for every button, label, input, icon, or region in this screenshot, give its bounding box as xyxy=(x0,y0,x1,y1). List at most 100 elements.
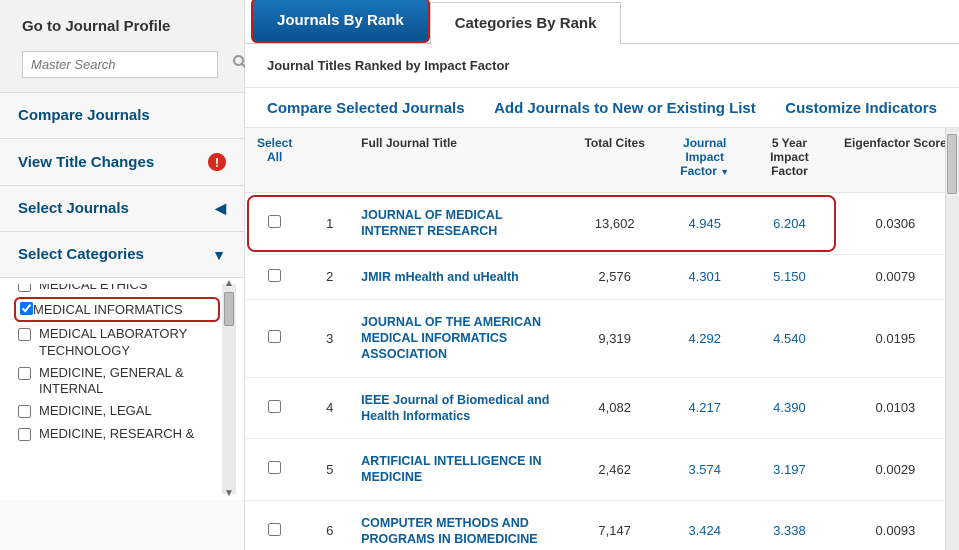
table-row: 4IEEE Journal of Biomedical and Health I… xyxy=(245,377,959,439)
sidebar-item-label: Select Categories xyxy=(18,246,144,263)
sidebar-item-select-journals[interactable]: Select Journals ◀ xyxy=(0,186,244,232)
category-label: MEDICINE, RESEARCH & xyxy=(39,426,194,442)
category-checkbox[interactable] xyxy=(18,428,31,441)
cell-rank: 5 xyxy=(304,439,355,501)
journals-table: Select All Full Journal Title Total Cite… xyxy=(245,128,959,550)
cell-jif5[interactable]: 6.204 xyxy=(747,193,832,255)
header-total-cites[interactable]: Total Cites xyxy=(567,128,662,193)
row-checkbox[interactable] xyxy=(268,400,281,413)
row-checkbox[interactable] xyxy=(268,330,281,343)
category-checkbox[interactable] xyxy=(20,302,33,315)
row-checkbox[interactable] xyxy=(268,523,281,536)
sort-desc-icon: ▼ xyxy=(720,167,729,177)
cell-total-cites: 4,082 xyxy=(567,377,662,439)
cell-total-cites: 9,319 xyxy=(567,299,662,377)
cell-journal-title[interactable]: ARTIFICIAL INTELLIGENCE IN MEDICINE xyxy=(355,439,567,501)
chevron-left-icon: ◀ xyxy=(215,200,226,217)
cell-total-cites: 2,462 xyxy=(567,439,662,501)
cell-jif[interactable]: 4.301 xyxy=(662,254,747,299)
header-jif5[interactable]: 5 Year Impact Factor xyxy=(747,128,832,193)
table-scrollbar[interactable] xyxy=(945,128,959,550)
cell-journal-title[interactable]: JOURNAL OF THE AMERICAN MEDICAL INFORMAT… xyxy=(355,299,567,377)
cell-rank: 2 xyxy=(304,254,355,299)
action-customize-indicators[interactable]: Customize Indicators xyxy=(785,100,937,117)
cell-jif5[interactable]: 3.197 xyxy=(747,439,832,501)
sidebar-item-label: View Title Changes xyxy=(18,154,154,171)
cell-journal-title[interactable]: COMPUTER METHODS AND PROGRAMS IN BIOMEDI… xyxy=(355,500,567,550)
row-checkbox[interactable] xyxy=(268,269,281,282)
search-input[interactable] xyxy=(22,51,218,78)
row-checkbox-cell xyxy=(245,254,304,299)
table-wrap: Select All Full Journal Title Total Cite… xyxy=(245,128,959,550)
category-checkbox[interactable] xyxy=(18,405,31,418)
row-checkbox-cell xyxy=(245,500,304,550)
action-add-to-list[interactable]: Add Journals to New or Existing List xyxy=(494,100,756,117)
search-row xyxy=(0,45,244,93)
header-eigen[interactable]: Eigenfactor Score xyxy=(832,128,959,193)
category-label: MEDICAL ETHICS xyxy=(39,284,148,293)
tab-journals-by-rank[interactable]: Journals By Rank xyxy=(251,0,430,43)
cell-jif5[interactable]: 4.390 xyxy=(747,377,832,439)
table-scrollbar-thumb[interactable] xyxy=(947,134,957,194)
tab-categories-by-rank[interactable]: Categories By Rank xyxy=(430,2,622,44)
row-checkbox[interactable] xyxy=(268,215,281,228)
cell-journal-title[interactable]: JMIR mHealth and uHealth xyxy=(355,254,567,299)
category-label: MEDICAL LABORATORY TECHNOLOGY xyxy=(39,326,218,359)
row-checkbox-cell xyxy=(245,193,304,255)
category-checkbox[interactable] xyxy=(18,367,31,380)
row-checkbox[interactable] xyxy=(268,461,281,474)
category-label: MEDICINE, GENERAL & INTERNAL xyxy=(39,365,218,398)
sidebar: Go to Journal Profile Compare Journals V… xyxy=(0,0,245,550)
category-label: MEDICAL INFORMATICS xyxy=(33,302,183,317)
cell-rank: 1 xyxy=(304,193,355,255)
sidebar-item-label: Compare Journals xyxy=(18,107,150,124)
cell-jif[interactable]: 4.217 xyxy=(662,377,747,439)
cell-eigen: 0.0029 xyxy=(832,439,959,501)
cell-jif[interactable]: 3.574 xyxy=(662,439,747,501)
sidebar-item-view-title-changes[interactable]: View Title Changes ! xyxy=(0,139,244,186)
category-label: MEDICINE, LEGAL xyxy=(39,403,152,419)
sidebar-item-select-categories[interactable]: Select Categories ▼ xyxy=(0,232,244,278)
sidebar-item-compare-journals[interactable]: Compare Journals xyxy=(0,93,244,139)
cell-jif[interactable]: 4.945 xyxy=(662,193,747,255)
category-row[interactable]: MEDICINE, RESEARCH & xyxy=(14,423,222,445)
row-checkbox-cell xyxy=(245,439,304,501)
category-row[interactable]: MEDICAL INFORMATICS xyxy=(14,297,220,322)
categories-list[interactable]: MEDICAL ETHICS MEDICAL INFORMATICS MEDICAL… xyxy=(14,284,236,494)
cell-eigen: 0.0195 xyxy=(832,299,959,377)
cell-jif5[interactable]: 4.540 xyxy=(747,299,832,377)
scrollbar-thumb[interactable] xyxy=(224,292,234,326)
row-checkbox-cell xyxy=(245,377,304,439)
table-row: 3JOURNAL OF THE AMERICAN MEDICAL INFORMA… xyxy=(245,299,959,377)
table-header-row: Select All Full Journal Title Total Cite… xyxy=(245,128,959,193)
action-bar: Compare Selected Journals Add Journals t… xyxy=(245,88,959,128)
category-checkbox[interactable] xyxy=(18,328,31,341)
header-title[interactable]: Full Journal Title xyxy=(355,128,567,193)
cell-jif5[interactable]: 3.338 xyxy=(747,500,832,550)
category-row[interactable]: MEDICAL ETHICS xyxy=(14,284,222,296)
scroll-down-icon[interactable]: ▼ xyxy=(223,488,235,500)
action-compare-selected[interactable]: Compare Selected Journals xyxy=(267,100,465,117)
table-row: 2JMIR mHealth and uHealth2,5764.3015.150… xyxy=(245,254,959,299)
cell-jif5[interactable]: 5.150 xyxy=(747,254,832,299)
scroll-up-icon[interactable]: ▲ xyxy=(223,278,235,290)
chevron-down-icon: ▼ xyxy=(212,247,226,263)
header-select-all[interactable]: Select All xyxy=(245,128,304,193)
table-row: 6COMPUTER METHODS AND PROGRAMS IN BIOMED… xyxy=(245,500,959,550)
category-row[interactable]: MEDICINE, GENERAL & INTERNAL xyxy=(14,362,222,401)
cell-eigen: 0.0103 xyxy=(832,377,959,439)
cell-jif[interactable]: 4.292 xyxy=(662,299,747,377)
cell-rank: 3 xyxy=(304,299,355,377)
header-jif[interactable]: Journal Impact Factor ▼ xyxy=(662,128,747,193)
category-checkbox[interactable] xyxy=(18,284,31,292)
cell-rank: 4 xyxy=(304,377,355,439)
cell-journal-title[interactable]: IEEE Journal of Biomedical and Health In… xyxy=(355,377,567,439)
main-content: Journals By Rank Categories By Rank Jour… xyxy=(245,0,959,550)
header-rank xyxy=(304,128,355,193)
cell-journal-title[interactable]: JOURNAL OF MEDICAL INTERNET RESEARCH xyxy=(355,193,567,255)
category-row[interactable]: MEDICINE, LEGAL xyxy=(14,400,222,422)
category-row[interactable]: MEDICAL LABORATORY TECHNOLOGY xyxy=(14,323,222,362)
cell-jif[interactable]: 3.424 xyxy=(662,500,747,550)
cell-total-cites: 13,602 xyxy=(567,193,662,255)
cell-rank: 6 xyxy=(304,500,355,550)
